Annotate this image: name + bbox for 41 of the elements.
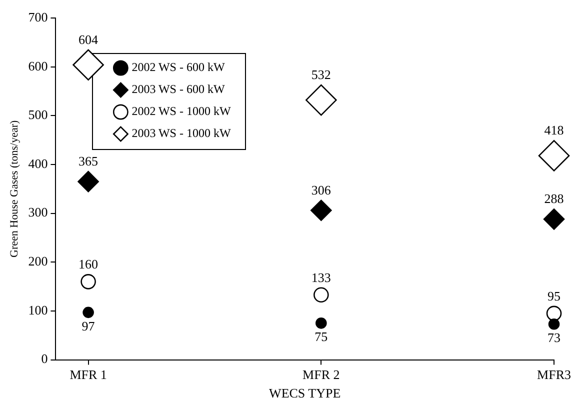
point — [543, 208, 565, 230]
y-tick-label: 200 — [28, 254, 48, 269]
point — [316, 318, 327, 329]
data-label: 75 — [314, 329, 328, 344]
data-label: 95 — [548, 288, 561, 304]
y-tick-label: 100 — [28, 302, 48, 318]
legend-label: 2003 WS - 1000 kW — [132, 126, 232, 140]
point — [80, 274, 96, 290]
data-label: 73 — [548, 330, 561, 346]
y-tick-label: 600 — [28, 58, 48, 74]
data-label: 532 — [311, 66, 331, 82]
point — [72, 49, 104, 81]
legend-label: 2003 WS - 600 kW — [132, 82, 226, 96]
data-label: 288 — [544, 191, 564, 206]
x-tick-label: MFR 1 — [70, 367, 107, 382]
point — [314, 287, 329, 303]
data-label: 365 — [78, 154, 98, 168]
data-label: 160 — [78, 256, 98, 272]
point — [310, 200, 332, 222]
data-label: 604 — [78, 32, 99, 47]
point — [306, 84, 337, 116]
legend-label: 2002 WS - 600 kW — [132, 60, 226, 74]
legend-label: 2002 WS - 1000 kW — [132, 104, 232, 118]
y-tick-label: 700 — [28, 9, 48, 24]
point — [82, 306, 94, 318]
data-label: 97 — [82, 318, 96, 334]
data-label: 418 — [544, 122, 564, 138]
y-tick-label: 300 — [28, 204, 48, 220]
y-tick-label: 0 — [41, 351, 48, 366]
point — [546, 306, 562, 322]
x-tick-label: MFR 2 — [302, 367, 340, 382]
x-axis-title: WECS TYPE — [269, 386, 341, 401]
y-axis-title: Green House Gases (tons/year) — [8, 120, 20, 258]
data-label: 133 — [311, 270, 331, 285]
y-tick-label: 500 — [28, 107, 48, 122]
point — [78, 170, 99, 192]
x-tick-label: MFR3 — [537, 367, 572, 382]
point — [538, 140, 570, 172]
point — [548, 318, 560, 330]
data-label: 306 — [311, 182, 332, 198]
y-tick-label: 400 — [28, 156, 48, 171]
